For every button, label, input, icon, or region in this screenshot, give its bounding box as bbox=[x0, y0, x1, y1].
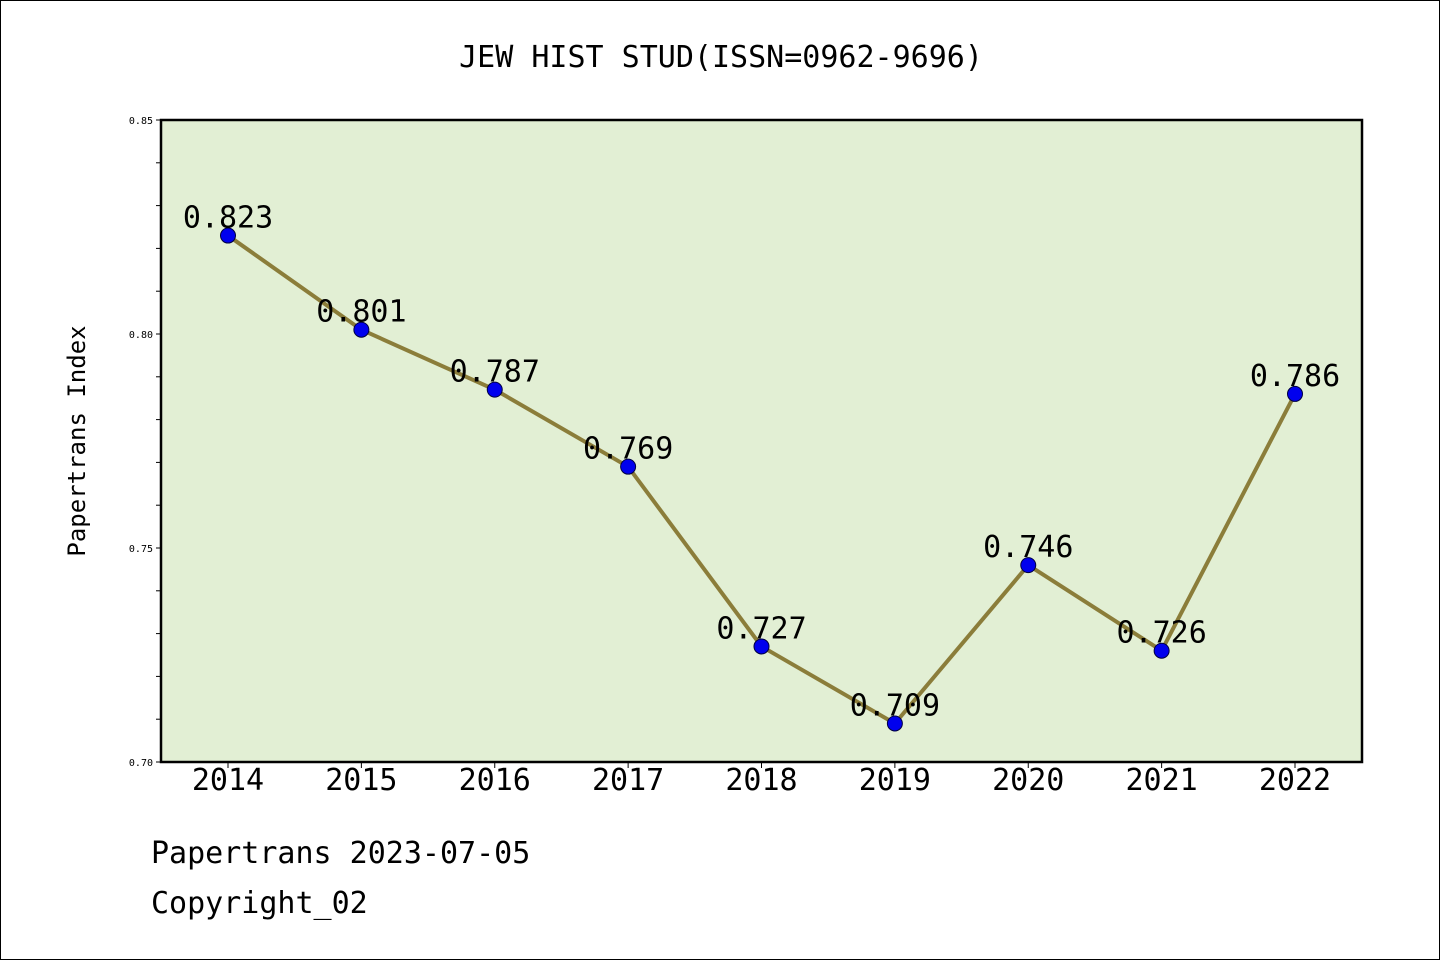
x-tick-label: 2015 bbox=[325, 763, 397, 798]
x-tick-label: 2021 bbox=[1126, 763, 1198, 798]
x-tick-label: 2019 bbox=[859, 763, 931, 798]
y-tick-label: 0.80 bbox=[129, 330, 153, 341]
data-label: 0.726 bbox=[1116, 616, 1206, 651]
x-tick-label: 2016 bbox=[459, 763, 531, 798]
y-tick-label: 0.70 bbox=[129, 758, 153, 769]
data-label: 0.727 bbox=[716, 611, 806, 646]
x-tick-label: 2020 bbox=[992, 763, 1064, 798]
data-label: 0.801 bbox=[316, 295, 406, 330]
x-tick-label: 2014 bbox=[192, 763, 264, 798]
footer-copyright: Copyright_02 bbox=[151, 886, 368, 921]
plot-background bbox=[159, 118, 1364, 764]
footer-date: Papertrans 2023-07-05 bbox=[151, 836, 531, 871]
data-point bbox=[1287, 385, 1303, 402]
plot-area: 0.70 0.75 0.80 0.85 2014 2015 2016 2017 2018 2019… bbox=[129, 116, 1364, 798]
data-label: 0.746 bbox=[983, 530, 1073, 565]
chart-title: JEW HIST STUD(ISSN=0962-9696) bbox=[459, 40, 983, 75]
x-tick-label: 2022 bbox=[1259, 763, 1331, 798]
data-label: 0.769 bbox=[583, 432, 673, 467]
data-point bbox=[1020, 557, 1037, 574]
data-label: 0.823 bbox=[183, 201, 273, 236]
data-point bbox=[220, 227, 236, 244]
x-tick-label: 2017 bbox=[592, 763, 664, 798]
y-axis-label: Papertrans Index bbox=[63, 325, 91, 556]
data-point bbox=[1153, 642, 1170, 659]
x-tick-label: 2018 bbox=[725, 763, 797, 798]
data-label: 0.709 bbox=[850, 688, 940, 723]
data-point bbox=[886, 715, 903, 732]
y-tick-label: 0.85 bbox=[129, 116, 153, 127]
data-label: 0.787 bbox=[450, 355, 540, 390]
data-point bbox=[620, 458, 637, 475]
data-point bbox=[353, 321, 370, 338]
data-point bbox=[753, 638, 770, 655]
y-tick-label: 0.75 bbox=[129, 544, 153, 555]
data-label: 0.786 bbox=[1250, 359, 1340, 394]
data-point bbox=[486, 381, 503, 398]
